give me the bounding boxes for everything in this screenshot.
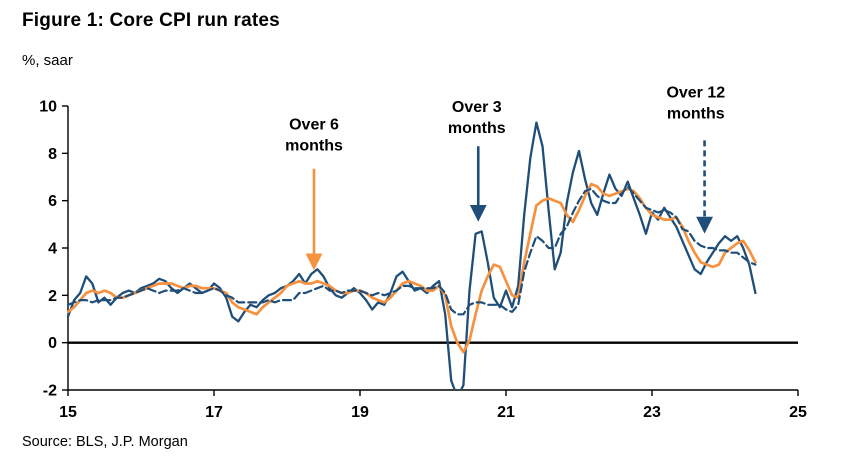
x-tick-label: 23 (643, 404, 661, 421)
plot-area (67, 121, 757, 390)
x-tick-label: 25 (789, 404, 807, 421)
x-tick-label: 21 (497, 404, 515, 421)
over-3-months-line (67, 121, 757, 390)
y-tick-label: -2 (43, 383, 57, 400)
y-tick-label: 10 (39, 99, 57, 116)
axes: 10 8 6 4 2 0 -215 17 19 21 23 25 (39, 99, 807, 422)
x-tick-label: 19 (351, 404, 369, 421)
over-12-months-line (67, 185, 757, 316)
x-tick-label: 17 (205, 404, 223, 421)
figure-title: Figure 1: Core CPI run rates (22, 10, 280, 31)
source-note: Source: BLS, J.P. Morgan (22, 434, 188, 450)
y-tick-label: 6 (48, 193, 57, 210)
y-tick-label: 0 (48, 335, 57, 352)
y-tick-label: 8 (48, 146, 57, 163)
y-tick-label: 4 (48, 241, 57, 258)
x-tick-label: 15 (59, 404, 77, 421)
y-tick-label: 2 (48, 288, 57, 305)
annotation-over-6-months: Over 6 months (285, 117, 343, 271)
over-6-months-line (67, 182, 757, 354)
over-6-months-label: Over 6 months (285, 117, 343, 155)
y-axis-unit-label: %, saar (22, 52, 73, 69)
annotation-over-12-months: Over 12 months (666, 85, 725, 234)
over-12-months-label: Over 12 months (666, 85, 725, 123)
annotation-over-3-months: Over 3 months (448, 99, 506, 222)
over-3-months-label: Over 3 months (448, 99, 506, 137)
